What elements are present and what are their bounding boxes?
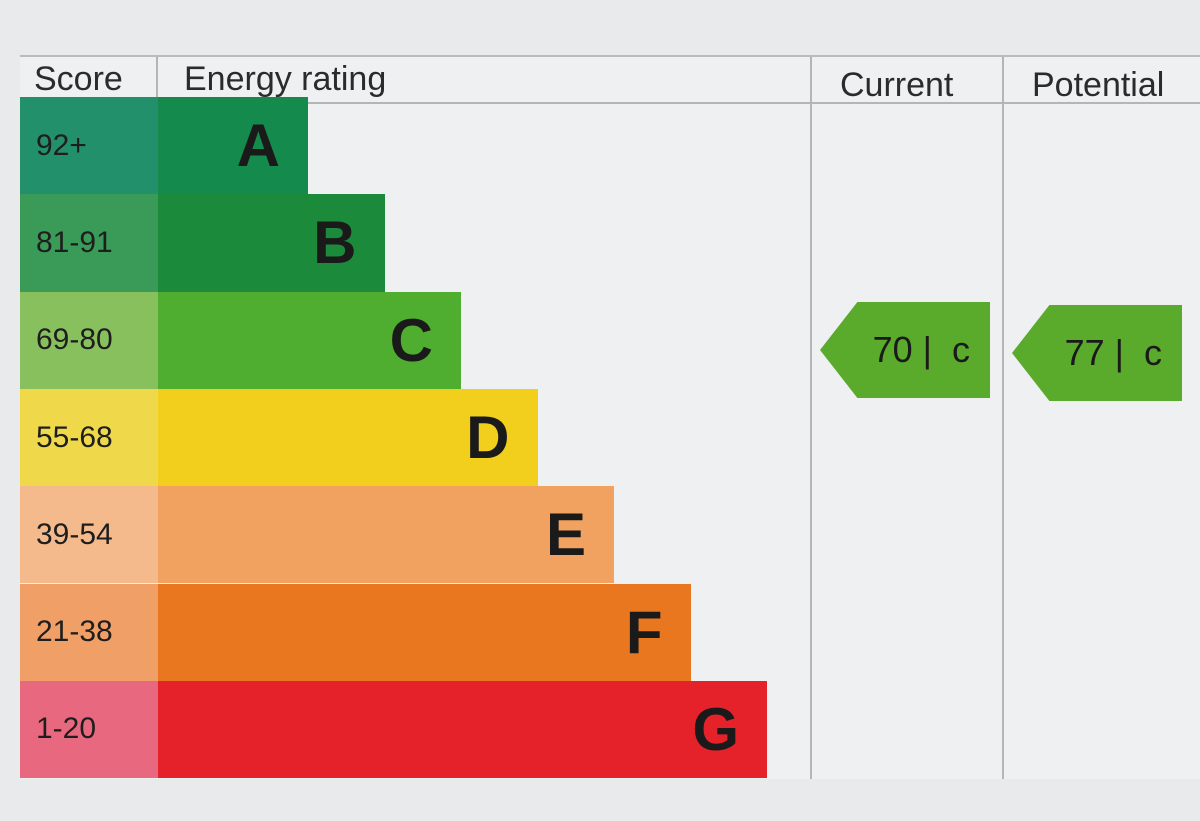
score-range-e: 39-54	[20, 486, 158, 584]
score-range-g: 1-20	[20, 680, 158, 779]
rating-letter: A	[236, 112, 280, 180]
score-range-b: 81-91	[20, 194, 158, 292]
potential-rating-label: 77 | c	[1064, 332, 1162, 373]
rating-letter: C	[389, 306, 433, 374]
energy-rating-header: Energy rating	[184, 60, 387, 98]
divider	[20, 102, 1200, 104]
score-range-c: 69-80	[20, 291, 158, 389]
rating-bar-b: B	[158, 194, 385, 292]
current-rating-arrow: 70 | c	[820, 302, 990, 398]
rating-letter: E	[545, 501, 586, 569]
rating-bar-f: F	[158, 583, 691, 681]
divider	[156, 57, 158, 102]
score-range-a: 92+	[20, 97, 158, 195]
rating-bar-e: E	[158, 486, 614, 584]
current-rating-label: 70 | c	[872, 329, 970, 370]
current-header: Current	[840, 66, 954, 104]
divider	[810, 57, 812, 779]
divider	[1002, 57, 1004, 779]
score-header: Score	[34, 60, 123, 98]
potential-header: Potential	[1032, 66, 1165, 104]
rating-bar-a: A	[158, 97, 308, 195]
rating-bar-c: C	[158, 291, 461, 389]
rating-letter: F	[625, 598, 663, 666]
rating-letter: B	[313, 209, 357, 277]
rating-bar-g: G	[158, 680, 767, 779]
rating-bar-d: D	[158, 388, 538, 487]
rating-letter: G	[692, 695, 739, 763]
potential-rating-arrow: 77 | c	[1012, 305, 1182, 401]
score-range-f: 21-38	[20, 583, 158, 681]
epc-chart: Score Energy rating Current Potential 92…	[20, 55, 1200, 779]
score-range-d: 55-68	[20, 388, 158, 487]
rating-letter: D	[466, 404, 510, 472]
